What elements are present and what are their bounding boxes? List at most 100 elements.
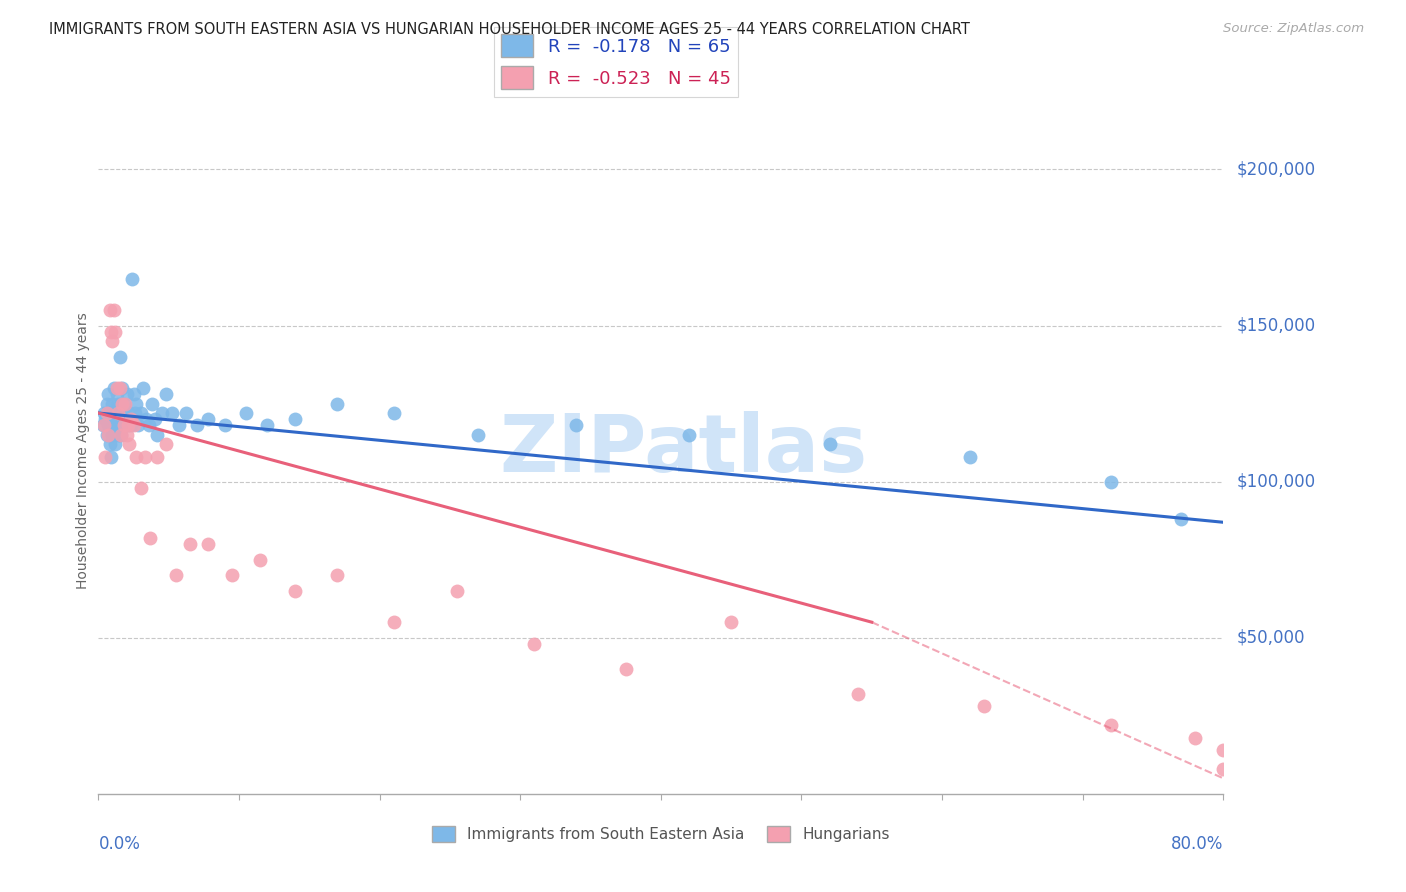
Text: ZIPatlas: ZIPatlas bbox=[499, 411, 868, 490]
Point bbox=[197, 537, 219, 551]
Text: 0.0%: 0.0% bbox=[98, 835, 141, 853]
Point bbox=[93, 418, 115, 433]
Point bbox=[108, 381, 131, 395]
Point bbox=[94, 450, 117, 464]
Text: Source: ZipAtlas.com: Source: ZipAtlas.com bbox=[1223, 22, 1364, 36]
Point bbox=[139, 531, 162, 545]
Point bbox=[256, 418, 278, 433]
Point bbox=[167, 418, 190, 433]
Point bbox=[112, 418, 135, 433]
Point bbox=[91, 418, 114, 433]
Point bbox=[382, 406, 405, 420]
Point bbox=[117, 418, 139, 433]
Text: IMMIGRANTS FROM SOUTH EASTERN ASIA VS HUNGARIAN HOUSEHOLDER INCOME AGES 25 - 44 : IMMIGRANTS FROM SOUTH EASTERN ASIA VS HU… bbox=[49, 22, 970, 37]
Point bbox=[179, 537, 201, 551]
Point bbox=[101, 427, 124, 442]
Point bbox=[467, 427, 489, 442]
Point bbox=[214, 418, 236, 433]
Point bbox=[94, 412, 117, 426]
Text: $100,000: $100,000 bbox=[1237, 473, 1316, 491]
Point bbox=[125, 450, 148, 464]
Point bbox=[326, 396, 349, 410]
Point bbox=[114, 406, 136, 420]
Point bbox=[284, 583, 307, 598]
Point bbox=[614, 662, 637, 676]
Point bbox=[98, 437, 121, 451]
Legend: Immigrants from South Eastern Asia, Hungarians: Immigrants from South Eastern Asia, Hung… bbox=[426, 820, 896, 848]
Point bbox=[97, 427, 120, 442]
Point bbox=[249, 552, 271, 567]
Point bbox=[1212, 743, 1234, 757]
Point bbox=[138, 418, 160, 433]
Point bbox=[98, 406, 121, 420]
Point bbox=[101, 334, 124, 348]
Point bbox=[114, 396, 136, 410]
Point bbox=[111, 396, 134, 410]
Point bbox=[100, 450, 122, 464]
Point bbox=[97, 418, 120, 433]
Point bbox=[93, 406, 115, 420]
Point bbox=[118, 406, 141, 420]
Point bbox=[678, 427, 700, 442]
Point bbox=[326, 568, 349, 582]
Point bbox=[174, 406, 197, 420]
Point bbox=[97, 387, 120, 401]
Point bbox=[107, 406, 129, 420]
Point bbox=[110, 427, 132, 442]
Point bbox=[146, 450, 169, 464]
Point bbox=[96, 427, 118, 442]
Point bbox=[104, 437, 127, 451]
Point bbox=[103, 303, 125, 318]
Point bbox=[111, 381, 134, 395]
Point bbox=[127, 418, 149, 433]
Point bbox=[141, 396, 163, 410]
Point bbox=[446, 583, 468, 598]
Point bbox=[115, 387, 138, 401]
Point bbox=[100, 325, 122, 339]
Point bbox=[101, 396, 124, 410]
Point bbox=[186, 418, 208, 433]
Point bbox=[160, 406, 183, 420]
Point bbox=[1099, 475, 1122, 489]
Point bbox=[150, 406, 173, 420]
Point bbox=[96, 406, 118, 420]
Point bbox=[129, 481, 152, 495]
Point bbox=[818, 437, 841, 451]
Point bbox=[134, 450, 156, 464]
Point bbox=[96, 396, 118, 410]
Point bbox=[118, 437, 141, 451]
Point bbox=[129, 406, 152, 420]
Point bbox=[104, 406, 127, 420]
Point bbox=[117, 418, 139, 433]
Point bbox=[105, 381, 128, 395]
Point bbox=[132, 381, 155, 395]
Point bbox=[125, 396, 148, 410]
Point bbox=[120, 418, 142, 433]
Point bbox=[103, 418, 125, 433]
Point bbox=[382, 615, 405, 630]
Point bbox=[110, 396, 132, 410]
Point bbox=[104, 325, 127, 339]
Point bbox=[107, 396, 129, 410]
Point bbox=[959, 450, 981, 464]
Point bbox=[846, 687, 869, 701]
Point bbox=[165, 568, 187, 582]
Point bbox=[115, 427, 138, 442]
Text: $200,000: $200,000 bbox=[1237, 161, 1316, 178]
Point bbox=[1170, 512, 1192, 526]
Point bbox=[100, 418, 122, 433]
Point bbox=[108, 418, 131, 433]
Point bbox=[98, 303, 121, 318]
Point bbox=[105, 418, 128, 433]
Point bbox=[720, 615, 742, 630]
Y-axis label: Householder Income Ages 25 - 44 years: Householder Income Ages 25 - 44 years bbox=[76, 312, 90, 589]
Point bbox=[112, 396, 135, 410]
Point bbox=[973, 699, 995, 714]
Point bbox=[121, 271, 143, 285]
Text: 80.0%: 80.0% bbox=[1171, 835, 1223, 853]
Point bbox=[197, 412, 219, 426]
Point bbox=[122, 418, 145, 433]
Point bbox=[1184, 731, 1206, 745]
Point bbox=[1212, 762, 1234, 776]
Point bbox=[122, 387, 145, 401]
